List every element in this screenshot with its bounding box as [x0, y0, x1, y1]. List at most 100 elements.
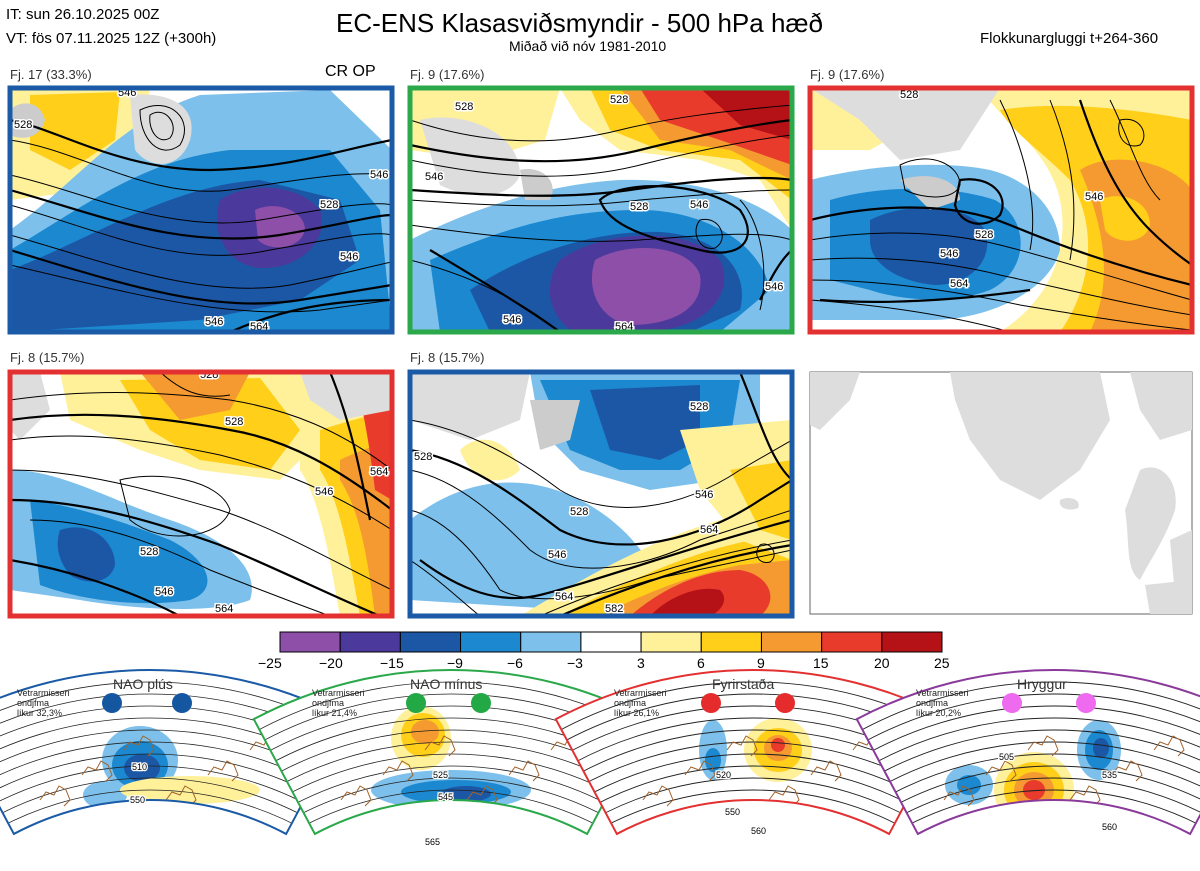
regime-dot-icon — [471, 693, 491, 713]
height-contour — [856, 705, 1200, 770]
regime-note-line: ondjfma — [17, 698, 50, 708]
colorbar-tick: −25 — [258, 655, 282, 671]
height-contour — [874, 777, 1200, 832]
contour-label: 546 — [205, 316, 223, 328]
anomaly-blob — [1023, 780, 1045, 800]
regime-contour-label: 550 — [725, 807, 740, 817]
contour-label: 528 — [200, 369, 218, 381]
contour-label: 546 — [548, 549, 566, 561]
contour-label: 546 — [690, 199, 708, 211]
contour-label: 546 — [695, 489, 713, 501]
anomaly-blob — [411, 720, 439, 744]
regime-contour-label: 550 — [130, 795, 145, 805]
contour-label: 546 — [503, 314, 521, 326]
regime-contour-label: 525 — [433, 770, 448, 780]
coastline — [1153, 735, 1185, 757]
regime-fans: 510 550 525 545 565 520 550 560 505 535 560 — [0, 669, 1200, 863]
regime-contour-label: 565 — [425, 837, 440, 847]
coastline — [424, 735, 456, 757]
coastline — [1111, 760, 1143, 782]
contour-label: 528 — [610, 94, 628, 106]
regime-note-line: ondjfma — [312, 698, 345, 708]
colorbar-tick: 20 — [874, 655, 890, 671]
anomaly-blob — [1015, 853, 1043, 863]
panel-3-border — [807, 85, 1195, 335]
colorbar-segment — [821, 631, 883, 653]
anomaly-blob — [957, 775, 981, 795]
page-title: EC-ENS Klasasviðsmyndir - 500 hPa hæð — [336, 8, 823, 38]
regime-note-line: Vetrarmisseri — [916, 688, 969, 698]
height-contour — [856, 681, 1200, 749]
regime-dot-icon — [406, 693, 426, 713]
coastline — [768, 785, 800, 807]
panel-2-border — [407, 85, 795, 335]
regime-contour-label: 560 — [751, 826, 766, 836]
coastline — [642, 785, 674, 807]
regime-2-name: NAO mínus — [410, 676, 483, 692]
regime-contour-label: 505 — [999, 752, 1014, 762]
contour-label: 546 — [370, 169, 388, 181]
contour-label: 546 — [340, 251, 358, 263]
contour-label: 546 — [1085, 191, 1103, 203]
contour-label: 528 — [455, 101, 473, 113]
regime-2-note: Vetrarmisseri ondjfma líkur 21,4% — [312, 688, 365, 718]
contour-label: 546 — [315, 486, 333, 498]
coastline — [1027, 735, 1059, 757]
coastline — [1069, 785, 1101, 807]
colorbar-segment — [339, 631, 401, 653]
colorbar-segment — [700, 631, 762, 653]
valid-time: VT: fös 07.11.2025 12Z (+300h) — [6, 30, 217, 47]
height-contour — [879, 789, 1200, 834]
contour-label: 528 — [414, 451, 432, 463]
panel-5-border — [407, 369, 795, 619]
regime-contour-label: 560 — [1102, 822, 1117, 832]
height-contour — [276, 789, 626, 834]
contour-label: 564 — [555, 591, 573, 603]
colorbar-tick: 15 — [813, 655, 829, 671]
contour-label: 528 — [975, 229, 993, 241]
regime-note-line: líkur 21,4% — [312, 708, 358, 718]
regime-dot-icon — [172, 693, 192, 713]
height-contour — [265, 765, 637, 822]
coastline — [382, 760, 414, 782]
contour-label: 564 — [615, 321, 633, 333]
contour-label: 546 — [765, 281, 783, 293]
regime-4-name: Hryggur — [1017, 676, 1067, 692]
coastline — [39, 785, 71, 807]
colorbar-segment — [881, 631, 943, 653]
regime-1-note: Vetrarmisseri ondjfma líkur 32,3% — [17, 688, 70, 718]
coastline — [123, 735, 155, 757]
regime-1-fan: 510 550 — [0, 669, 349, 836]
colorbar-tick: 6 — [697, 655, 705, 671]
contour-label: 528 — [320, 199, 338, 211]
colorbar-tick: 9 — [757, 655, 765, 671]
coastline — [985, 760, 1017, 782]
colorbar-tick: −20 — [319, 655, 343, 671]
panel-1-tag: CR OP — [325, 63, 376, 80]
regime-3-name: Fyrirstaða — [712, 676, 775, 692]
panel-2-label: Fj. 9 (17.6%) — [410, 67, 485, 82]
panel-1-label: Fj. 17 (33.3%) — [10, 67, 92, 82]
height-contour — [868, 765, 1200, 822]
coastline — [466, 785, 498, 807]
regime-dot-icon — [701, 693, 721, 713]
regime-note-line: Vetrarmisseri — [312, 688, 365, 698]
panel-4-border — [7, 369, 395, 619]
contour-label: 546 — [118, 87, 136, 99]
contour-label: 546 — [940, 248, 958, 260]
regime-1-name: NAO plús — [113, 676, 173, 692]
contour-label: 528 — [900, 89, 918, 101]
coastline — [943, 785, 975, 807]
contour-label: 546 — [155, 586, 173, 598]
height-contour — [578, 789, 928, 834]
coastline — [726, 735, 758, 757]
regime-note-line: ondjfma — [916, 698, 949, 708]
regime-3-note: Vetrarmisseri ondjfma líkur 26,1% — [614, 688, 667, 718]
contour-label: 528 — [14, 119, 32, 131]
height-contour — [0, 777, 330, 832]
coastline — [810, 760, 842, 782]
colorbar-tick: −6 — [507, 655, 523, 671]
coastline — [508, 760, 540, 782]
regime-contour-label: 545 — [438, 792, 453, 802]
colorbar-segment — [580, 631, 642, 653]
